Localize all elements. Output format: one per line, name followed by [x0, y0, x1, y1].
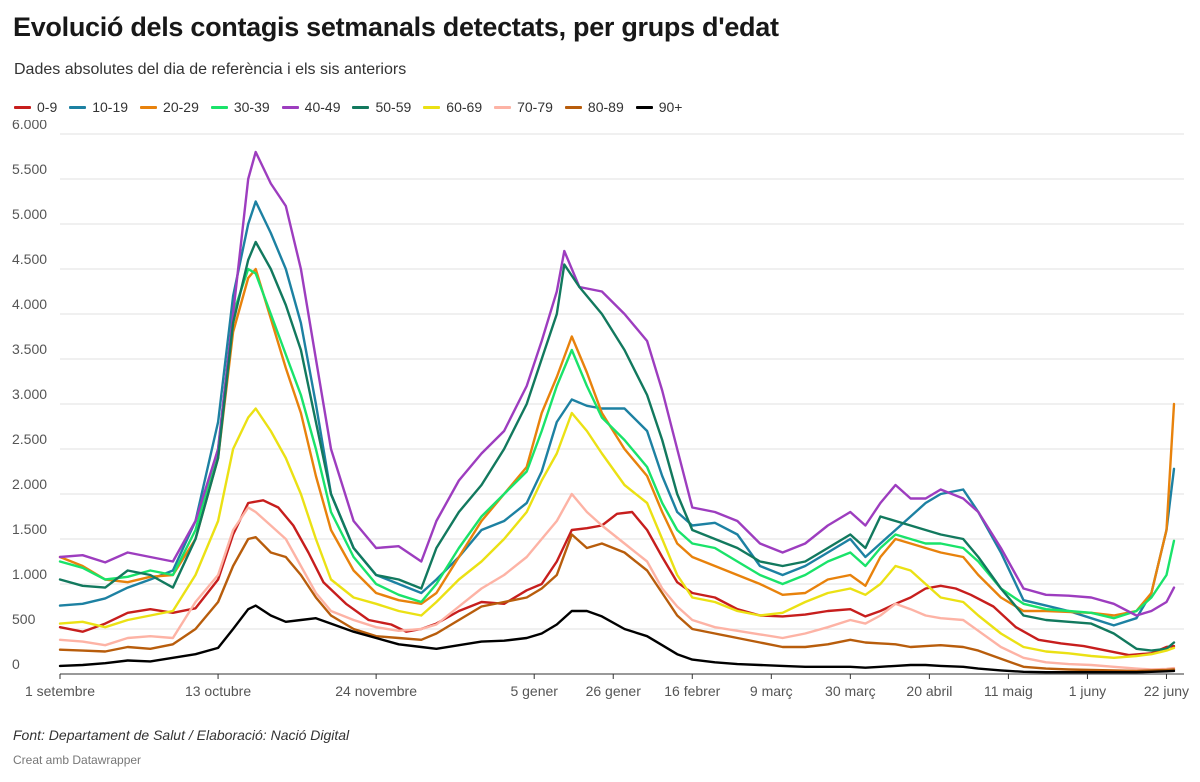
legend-label: 60-69: [446, 99, 483, 115]
legend-swatch: [281, 105, 299, 109]
legend-item: 80-89: [564, 99, 624, 115]
legend-item: 40-49: [281, 99, 341, 115]
legend-swatch: [564, 105, 582, 109]
x-tick-label: 1 setembre: [25, 683, 95, 699]
legend-swatch: [210, 105, 228, 109]
chart-subtitle: Dades absolutes del dia de referència i …: [14, 61, 407, 78]
y-tick-label: 6.000: [12, 120, 47, 132]
series-line-40-49: [58, 150, 1176, 617]
x-tick-label: 22 juny: [1144, 683, 1189, 699]
legend-swatch: [140, 105, 158, 109]
series-line-80-89: [58, 533, 1176, 673]
x-tick-label: 24 novembre: [335, 683, 417, 699]
series-line-70-79: [58, 492, 1176, 671]
credit-note: Creat amb Datawrapper: [13, 753, 142, 767]
y-tick-label: 5.500: [12, 161, 47, 177]
x-tick-label: 30 març: [825, 683, 876, 699]
series-line-90+: [58, 604, 1176, 674]
legend-swatch: [352, 105, 370, 109]
legend-label: 10-19: [92, 99, 129, 115]
y-tick-label: 0: [12, 656, 20, 672]
y-tick-label: 4.000: [12, 296, 47, 312]
y-tick-label: 2.000: [12, 476, 47, 492]
series-line-10-19: [58, 200, 1176, 627]
series-line-20-29: [58, 267, 1176, 617]
legend-item: 70-79: [494, 99, 553, 115]
legend-item: 50-59: [352, 99, 411, 115]
legend-label: 30-39: [233, 99, 270, 115]
y-tick-label: 2.500: [12, 431, 47, 447]
legend-item: 90+: [635, 99, 683, 115]
legend-label: 20-29: [163, 99, 199, 115]
legend-label: 70-79: [517, 99, 553, 115]
series-line-50-59: [58, 240, 1176, 652]
legend-label: 0-9: [37, 99, 58, 115]
legend-label: 90+: [658, 99, 683, 115]
y-tick-label: 3.000: [12, 386, 47, 402]
legend-item: 10-19: [69, 99, 128, 115]
x-tick-label: 16 febrer: [664, 683, 720, 699]
x-tick-label: 9 març: [750, 683, 793, 699]
series-line-30-39: [58, 267, 1176, 620]
legend-swatch: [14, 105, 31, 109]
source-note: Font: Departament de Salut / Elaboració:…: [13, 727, 350, 743]
legend: 0-9 10-19 20-29 30-39 40-49 50-59 60-69 70-79 80…: [14, 99, 694, 115]
legend-label: 80-89: [587, 99, 624, 115]
y-tick-label: 500: [12, 611, 36, 627]
y-tick-label: 4.500: [12, 251, 47, 267]
x-tick-label: 11 maig: [984, 683, 1033, 699]
legend-label: 50-59: [375, 99, 412, 115]
x-tick-label: 20 abril: [906, 683, 952, 699]
legend-swatch: [635, 105, 653, 109]
line-chart: 0 500 1.000 1.500 2.000 2.500 3.000 3.500 4.000 4…: [12, 120, 1189, 699]
legend-item: 60-69: [423, 99, 482, 115]
legend-item: 20-29: [140, 99, 199, 115]
legend-item: 30-39: [210, 99, 270, 115]
legend-swatch: [494, 105, 512, 109]
legend-swatch: [69, 105, 87, 109]
legend-item: 0-9: [14, 99, 57, 115]
legend-label: 40-49: [304, 99, 341, 115]
x-tick-label: 13 octubre: [185, 683, 251, 699]
chart-title: Evolució dels contagis setmanals detecta…: [13, 12, 779, 42]
series-line-60-69: [58, 407, 1176, 659]
y-tick-label: 3.500: [12, 341, 47, 357]
y-tick-label: 1.000: [12, 566, 47, 582]
y-tick-label: 1.500: [12, 521, 47, 537]
x-tick-label: 5 gener: [510, 683, 558, 699]
x-tick-label: 26 gener: [586, 683, 642, 699]
legend-swatch: [423, 105, 441, 109]
y-tick-label: 5.000: [12, 206, 47, 222]
x-tick-label: 1 juny: [1069, 683, 1106, 699]
series-line-0-9: [58, 499, 1176, 657]
